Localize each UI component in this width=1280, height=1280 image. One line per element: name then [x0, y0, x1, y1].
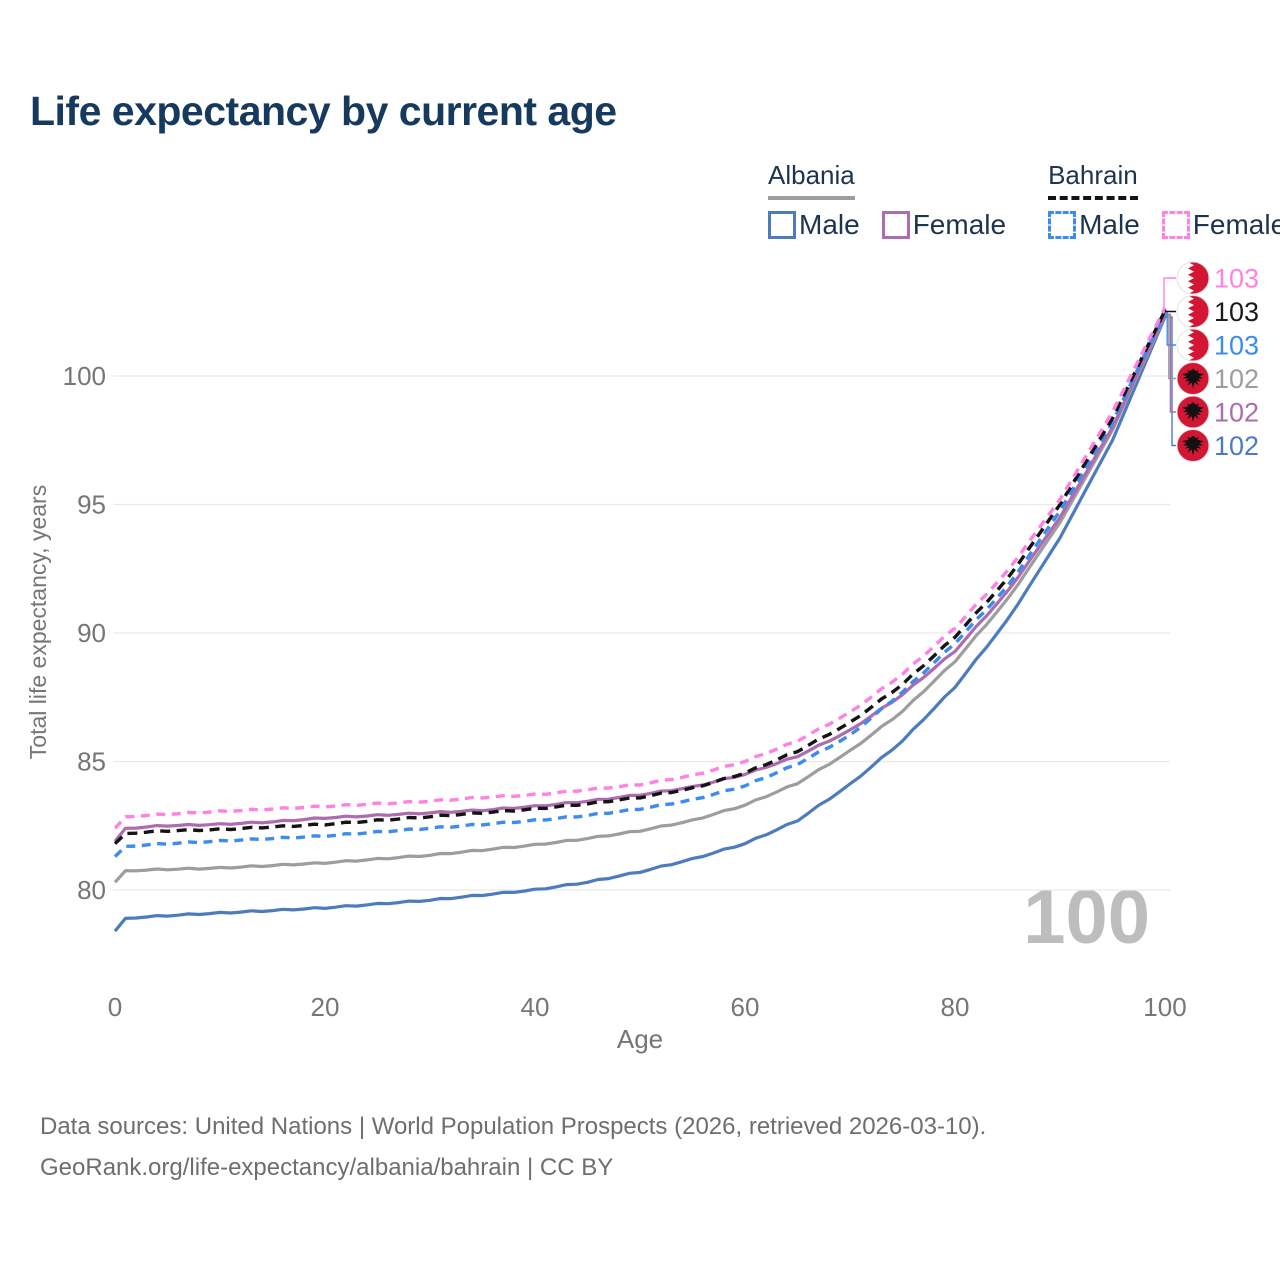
legend-item-albania-female[interactable]: Female: [881, 209, 1007, 241]
x-axis-title: Age: [617, 1024, 663, 1054]
albania-flag-icon: [1176, 429, 1210, 462]
end-value-label: 102: [1214, 364, 1259, 394]
end-value-label: 103: [1214, 264, 1259, 294]
series-line-albania-total: [113, 314, 1167, 884]
age-watermark: 100: [1023, 875, 1150, 960]
end-value-label: 102: [1214, 398, 1259, 428]
x-tick-label: 0: [108, 992, 122, 1022]
legend-item-bahrain-male[interactable]: Male: [1048, 209, 1140, 241]
series-line-bahrain-total: [113, 309, 1167, 845]
x-tick-label: 100: [1143, 992, 1186, 1022]
x-tick-label: 20: [311, 992, 340, 1022]
end-value-label: 103: [1214, 297, 1259, 327]
y-tick-label: 100: [63, 361, 106, 391]
legend-group-bahrain: Bahrain Male Female: [1048, 160, 1280, 241]
legend-item-label: Female: [912, 209, 1007, 240]
x-tick-label: 60: [731, 992, 760, 1022]
y-tick-label: 95: [77, 490, 106, 520]
legend-item-bahrain-female[interactable]: Female: [1161, 209, 1280, 241]
footer-attribution: GeoRank.org/life-expectancy/albania/bahr…: [40, 1154, 614, 1181]
end-label-connector: [1163, 277, 1176, 309]
legend-swatch-icon: [1048, 211, 1077, 239]
series-line-albania-male: [113, 316, 1167, 933]
albania-flag-icon: [1176, 362, 1210, 395]
series-line-albania-female: [113, 313, 1167, 843]
y-tick-label: 90: [77, 618, 106, 648]
bahrain-flag-icon: [1176, 328, 1210, 362]
legend-country-label[interactable]: Albania: [768, 160, 855, 200]
line-chart: 100 80 85 90 95 100 0 20 40 60 80 100 Age Total life …: [25, 261, 1259, 1054]
legend-swatch-icon: [768, 211, 796, 239]
legend-item-label: Female: [1192, 209, 1280, 240]
legend-item-label: Male: [799, 209, 860, 240]
legend-country-label[interactable]: Bahrain: [1048, 160, 1138, 200]
bahrain-flag-icon: [1176, 261, 1210, 295]
albania-flag-icon: [1176, 395, 1210, 429]
end-label-connector: [1164, 309, 1176, 313]
page-title: Life expectancy by current age: [30, 88, 617, 134]
y-tick-label: 80: [77, 875, 106, 905]
bahrain-flag-icon: [1176, 295, 1210, 328]
series-line-bahrain-male: [113, 311, 1167, 858]
legend-item-albania-male[interactable]: Male: [768, 209, 860, 241]
x-tick-label: 80: [941, 992, 970, 1022]
x-tick-label: 40: [521, 992, 550, 1022]
series-line-bahrain-female: [113, 307, 1167, 830]
legend-group-albania: Albania Male Female: [768, 160, 1006, 241]
footer: Data sources: United Nations | World Pop…: [40, 1106, 986, 1188]
y-tick-label: 85: [77, 747, 106, 777]
chart-legend: Albania Male Female Bahrain Male Female: [768, 160, 1280, 241]
footer-data-sources: Data sources: United Nations | World Pop…: [40, 1113, 987, 1140]
legend-item-label: Male: [1079, 209, 1140, 240]
end-value-label: 103: [1214, 331, 1259, 361]
legend-swatch-icon: [881, 211, 910, 239]
legend-swatch-icon: [1161, 211, 1190, 239]
y-axis-title: Total life expectancy, years: [25, 485, 51, 759]
end-value-label: 102: [1214, 431, 1259, 461]
